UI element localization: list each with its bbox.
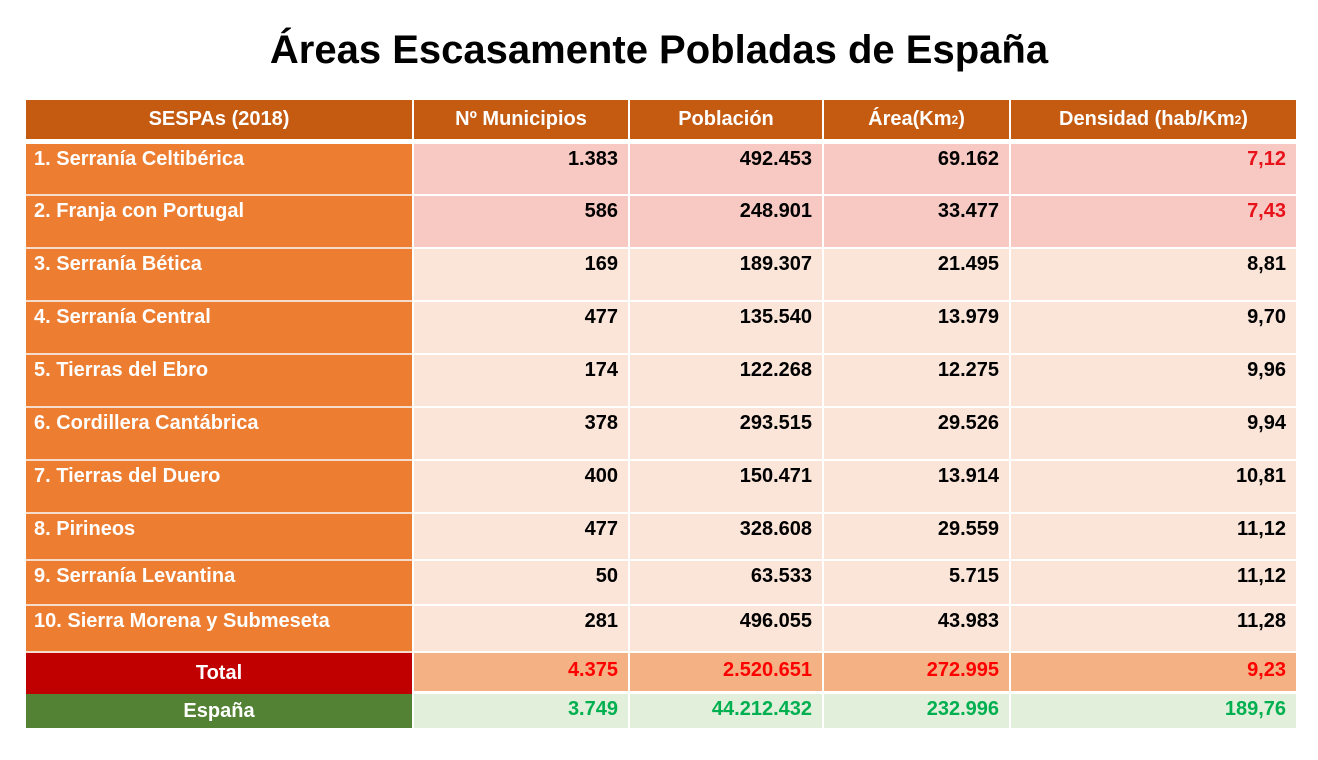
header-area-text: Área(Km <box>868 108 952 130</box>
cell-municipios: 174 <box>414 355 628 408</box>
cell-densidad: 9,94 <box>1011 408 1296 461</box>
espana-municipios: 3.749 <box>414 694 628 728</box>
cell-municipios: 378 <box>414 408 628 461</box>
cell-poblacion: 150.471 <box>630 461 822 514</box>
header-densidad-sup: 2 <box>1234 112 1242 127</box>
cell-poblacion: 135.540 <box>630 302 822 355</box>
row-label: 9. Serranía Levantina <box>26 561 412 606</box>
cell-area: 29.526 <box>824 408 1009 461</box>
cell-poblacion: 328.608 <box>630 514 822 561</box>
row-label: 1. Serranía Celtibérica <box>26 144 412 196</box>
cell-area: 43.983 <box>824 606 1009 653</box>
cell-area: 13.914 <box>824 461 1009 514</box>
cell-poblacion: 492.453 <box>630 144 822 196</box>
row-label: 5. Tierras del Ebro <box>26 355 412 408</box>
cell-densidad: 7,12 <box>1011 144 1296 196</box>
row-label: 2. Franja con Portugal <box>26 196 412 249</box>
header-sespas: SESPAs (2018) <box>26 100 412 139</box>
cell-poblacion: 496.055 <box>630 606 822 653</box>
header-municipios: Nº Municipios <box>414 100 628 139</box>
header-poblacion: Población <box>630 100 822 139</box>
header-area-close: ) <box>958 108 965 130</box>
cell-densidad: 9,70 <box>1011 302 1296 355</box>
total-label: Total <box>26 653 412 694</box>
row-label: 10. Sierra Morena y Submeseta <box>26 606 412 653</box>
row-label: 8. Pirineos <box>26 514 412 561</box>
cell-area: 29.559 <box>824 514 1009 561</box>
page-title: Áreas Escasamente Pobladas de España <box>269 28 1049 72</box>
total-area: 272.995 <box>824 653 1009 694</box>
cell-area: 21.495 <box>824 249 1009 302</box>
total-municipios: 4.375 <box>414 653 628 694</box>
cell-municipios: 50 <box>414 561 628 606</box>
cell-densidad: 11,12 <box>1011 514 1296 561</box>
cell-densidad: 9,96 <box>1011 355 1296 408</box>
cell-densidad: 8,81 <box>1011 249 1296 302</box>
cell-municipios: 477 <box>414 514 628 561</box>
espana-label: España <box>26 694 412 728</box>
cell-densidad: 10,81 <box>1011 461 1296 514</box>
cell-poblacion: 63.533 <box>630 561 822 606</box>
header-densidad: Densidad (hab/Km 2) <box>1011 100 1296 139</box>
cell-area: 12.275 <box>824 355 1009 408</box>
cell-densidad: 7,43 <box>1011 196 1296 249</box>
cell-area: 33.477 <box>824 196 1009 249</box>
espana-area: 232.996 <box>824 694 1009 728</box>
header-densidad-close: ) <box>1241 108 1248 130</box>
cell-poblacion: 293.515 <box>630 408 822 461</box>
cell-poblacion: 189.307 <box>630 249 822 302</box>
header-area: Área(Km 2) <box>824 100 1009 139</box>
cell-municipios: 169 <box>414 249 628 302</box>
cell-municipios: 400 <box>414 461 628 514</box>
cell-poblacion: 248.901 <box>630 196 822 249</box>
cell-area: 69.162 <box>824 144 1009 196</box>
sespas-table: SESPAs (2018) Nº Municipios Población Ár… <box>26 100 1296 728</box>
espana-densidad: 189,76 <box>1011 694 1296 728</box>
cell-municipios: 477 <box>414 302 628 355</box>
header-densidad-text: Densidad (hab/Km <box>1059 108 1235 130</box>
cell-municipios: 281 <box>414 606 628 653</box>
cell-densidad: 11,12 <box>1011 561 1296 606</box>
cell-municipios: 1.383 <box>414 144 628 196</box>
cell-poblacion: 122.268 <box>630 355 822 408</box>
total-densidad: 9,23 <box>1011 653 1296 694</box>
cell-area: 5.715 <box>824 561 1009 606</box>
cell-municipios: 586 <box>414 196 628 249</box>
header-area-sup: 2 <box>951 112 959 127</box>
row-label: 6. Cordillera Cantábrica <box>26 408 412 461</box>
cell-area: 13.979 <box>824 302 1009 355</box>
row-label: 3. Serranía Bética <box>26 249 412 302</box>
row-label: 4. Serranía Central <box>26 302 412 355</box>
espana-poblacion: 44.212.432 <box>630 694 822 728</box>
total-poblacion: 2.520.651 <box>630 653 822 694</box>
cell-densidad: 11,28 <box>1011 606 1296 653</box>
row-label: 7. Tierras del Duero <box>26 461 412 514</box>
